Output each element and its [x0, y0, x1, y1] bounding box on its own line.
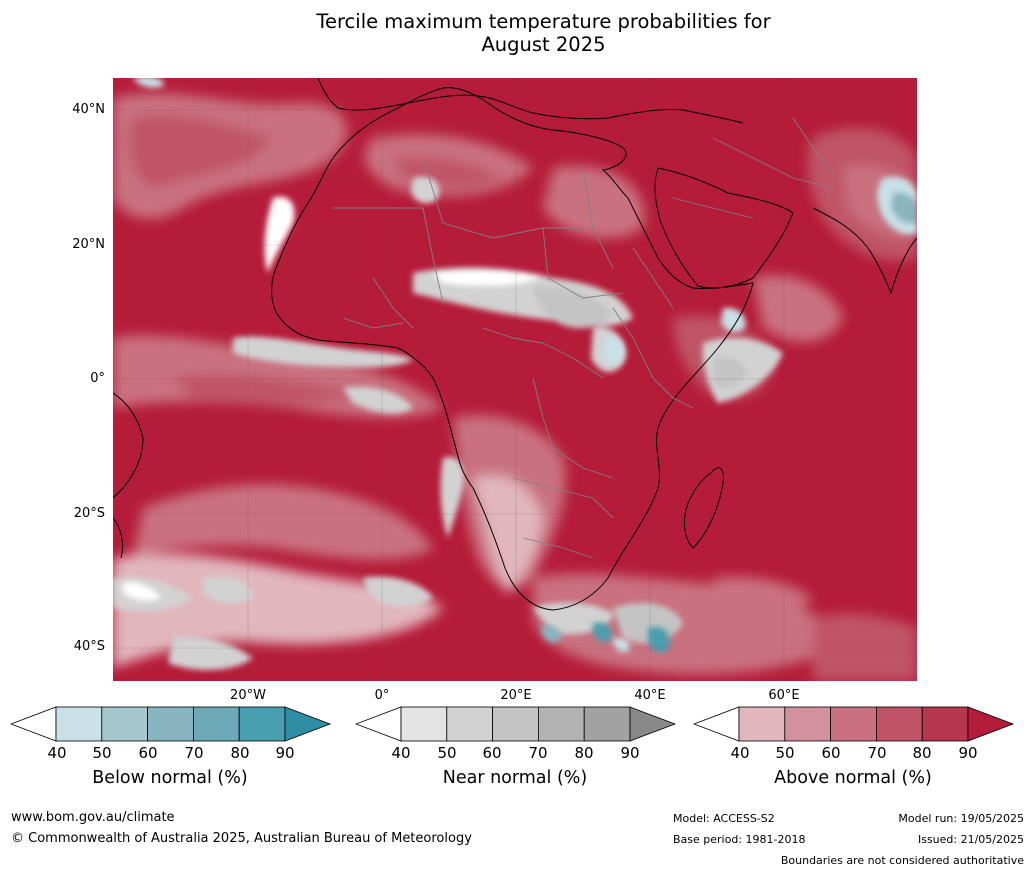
below-normal-patches — [133, 78, 917, 653]
near-colorbar-block-4 — [537, 706, 585, 742]
footer-boundaries-note: Boundaries are not considered authoritat… — [780, 854, 1024, 867]
footer-website-link[interactable]: www.bom.gov.au/climate — [11, 810, 175, 825]
lat-label-20n: 20°N — [72, 237, 105, 252]
above-tick-90: 90 — [958, 744, 978, 762]
colorbar-below-svg — [10, 706, 332, 742]
near-normal-patches — [113, 176, 783, 670]
below-tick-90: 90 — [275, 744, 295, 762]
below-tick-70: 70 — [184, 744, 204, 762]
colorbar-above-title: Above normal (%) — [774, 768, 932, 788]
below-colorbar-block-1 — [55, 706, 103, 742]
near-colorbar-block-3 — [492, 706, 539, 742]
map-title-line2: August 2025 — [481, 33, 606, 56]
borders — [333, 117, 834, 559]
above-colorbar-block-4 — [875, 706, 923, 742]
near-colorbar-high-triangle — [629, 706, 677, 742]
below-colorbar-block-2 — [101, 706, 149, 742]
near-tick-50: 50 — [437, 744, 457, 762]
colorbar-near-normal — [355, 706, 677, 742]
colorbar-below-title: Below normal (%) — [92, 768, 248, 788]
lat-label-0: 0° — [90, 371, 105, 386]
lat-label-20s: 20°S — [73, 506, 105, 521]
footer-base-period: Base period: 1981-2018 — [673, 833, 806, 846]
near-colorbar-block-2 — [446, 706, 494, 742]
below-colorbar-high-triangle — [284, 706, 332, 742]
above-tick-80: 80 — [912, 744, 932, 762]
lon-label-20e: 20°E — [500, 688, 532, 703]
below-tick-50: 50 — [92, 744, 112, 762]
above-tick-40: 40 — [730, 744, 750, 762]
near-colorbar-block-5 — [583, 706, 631, 742]
near-tick-80: 80 — [574, 744, 594, 762]
near-tick-60: 60 — [482, 744, 502, 762]
colorbar-above-svg — [693, 706, 1015, 742]
lat-label-40n: 40°N — [72, 102, 105, 117]
below-colorbar-block-4 — [192, 706, 240, 742]
footer-copyright: © Commonwealth of Australia 2025, Austra… — [11, 831, 472, 846]
near-tick-70: 70 — [528, 744, 548, 762]
probability-map[interactable] — [113, 78, 917, 681]
near-tick-90: 90 — [620, 744, 640, 762]
lat-label-40s: 40°S — [73, 639, 105, 654]
footer-model: Model: ACCESS-S2 — [673, 812, 775, 825]
above-colorbar-block-3 — [830, 706, 877, 742]
near-colorbar-low-triangle — [355, 706, 402, 742]
near-tick-40: 40 — [391, 744, 411, 762]
above-colorbar-high-triangle — [967, 706, 1015, 742]
above-tick-60: 60 — [821, 744, 841, 762]
lon-label-60e: 60°E — [768, 688, 800, 703]
below-colorbar-block-3 — [147, 706, 194, 742]
lon-label-0: 0° — [374, 688, 390, 703]
above-tick-50: 50 — [775, 744, 795, 762]
graticule — [113, 78, 917, 681]
above-colorbar-low-triangle — [693, 706, 740, 742]
lon-label-20w: 20°W — [230, 688, 266, 703]
above-colorbar-block-1 — [738, 706, 786, 742]
map-svg — [113, 78, 917, 681]
colorbar-near-svg — [355, 706, 677, 742]
near-colorbar-block-1 — [400, 706, 448, 742]
coastlines — [113, 78, 917, 611]
below-tick-40: 40 — [47, 744, 67, 762]
colorbar-below-normal — [10, 706, 332, 742]
lon-label-40e: 40°E — [634, 688, 666, 703]
footer-issued: Issued: 21/05/2025 — [917, 833, 1024, 846]
below-tick-60: 60 — [138, 744, 158, 762]
below-tick-80: 80 — [230, 744, 250, 762]
map-title: Tercile maximum temperature probabilitie… — [0, 10, 1035, 56]
colorbar-above-normal — [693, 706, 1015, 742]
below-colorbar-low-triangle — [10, 706, 57, 742]
above-colorbar-block-2 — [784, 706, 832, 742]
above-colorbar-block-5 — [921, 706, 969, 742]
map-title-line1: Tercile maximum temperature probabilitie… — [316, 10, 771, 33]
above-tick-70: 70 — [867, 744, 887, 762]
footer-model-run: Model run: 19/05/2025 — [898, 812, 1024, 825]
below-colorbar-block-5 — [238, 706, 286, 742]
colorbar-near-title: Near normal (%) — [442, 768, 588, 788]
